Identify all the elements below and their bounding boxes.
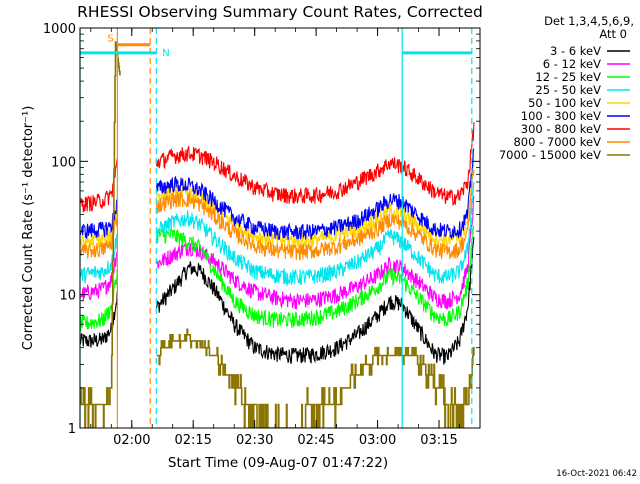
plot-frame <box>79 27 481 429</box>
chart-title: RHESSI Observing Summary Count Rates, Co… <box>77 3 483 21</box>
legend-label-3-6-kev: 3 - 6 keV <box>550 44 601 58</box>
series-layer <box>80 41 475 428</box>
x-tick-label-02-45: 02:45 <box>297 433 334 448</box>
legend-label-300-800-kev: 300 - 800 keV <box>521 122 601 136</box>
y-axis-label: Corrected Count Rate (s⁻¹ detector⁻¹) <box>21 106 36 351</box>
series-line-800-7000-kev <box>80 170 475 261</box>
legend-label-800-7000-kev: 800 - 7000 keV <box>513 135 601 149</box>
legend-label-25-50-kev: 25 - 50 keV <box>535 83 601 97</box>
series-line-100-300-kev <box>80 148 475 240</box>
x-tick-label-02-30: 02:30 <box>236 433 273 448</box>
y-tick-label-1000: 1000 <box>43 22 76 37</box>
x-tick-label-03-00: 03:00 <box>359 433 396 448</box>
series-line-3-6-kev <box>80 237 475 365</box>
gap-marker-label-n: N <box>162 48 169 59</box>
series-line-7000-15000-kev <box>80 41 475 428</box>
legend-label-6-12-kev: 6 - 12 keV <box>543 57 601 71</box>
gap-marker-label-s: S <box>107 34 113 45</box>
legend-label-100-300-kev: 100 - 300 keV <box>521 109 601 123</box>
legend-title-line-1: Det 1,3,4,5,6,9, <box>544 14 634 28</box>
footer-date: 16-Oct-2021 06:42 <box>556 469 637 479</box>
axes-layer: 1 10 100 1000 02:00 02:15 02:30 02:45 03:00 03:15 <box>43 22 481 448</box>
x-tick-label-03-15: 03:15 <box>420 433 457 448</box>
y-tick-label-100: 100 <box>51 155 76 170</box>
gap-marker-layer: SN <box>80 34 472 59</box>
y-tick-label-1: 1 <box>68 422 76 437</box>
series-line-12-25-kev <box>80 225 475 332</box>
y-tick-label-10: 10 <box>59 289 76 304</box>
x-tick-label-02-00: 02:00 <box>113 433 150 448</box>
series-line-25-50-kev <box>80 181 475 288</box>
x-tick-label-02-15: 02:15 <box>174 433 211 448</box>
legend-title-line-2: Att 0 <box>599 27 627 41</box>
x-axis-label: Start Time (09-Aug-07 01:47:22) <box>168 455 388 471</box>
series-line-300-800-kev <box>80 122 475 213</box>
legend-label-12-25-kev: 12 - 25 keV <box>535 70 601 84</box>
legend-label-7000-15000-kev: 7000 - 15000 keV <box>499 148 601 162</box>
legend-label-50-100-kev: 50 - 100 keV <box>528 96 601 110</box>
series-line-50-100-kev <box>80 154 475 250</box>
